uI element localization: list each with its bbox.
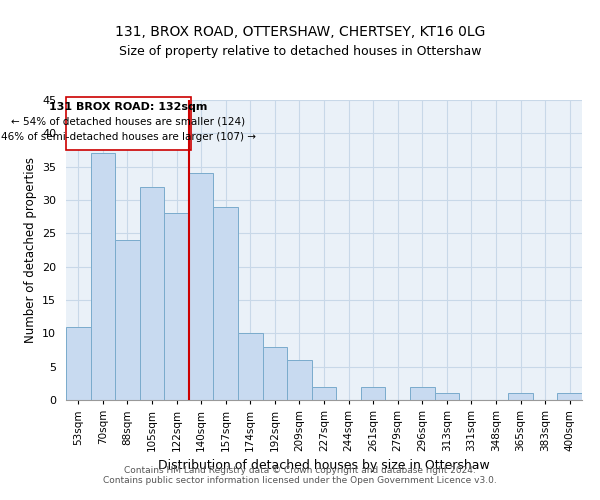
FancyBboxPatch shape [66,96,191,150]
X-axis label: Distribution of detached houses by size in Ottershaw: Distribution of detached houses by size … [158,460,490,472]
Bar [263,346,287,400]
Text: 131 BROX ROAD: 132sqm: 131 BROX ROAD: 132sqm [49,102,208,112]
Text: ← 54% of detached houses are smaller (124): ← 54% of detached houses are smaller (12… [11,116,245,126]
Text: 131, BROX ROAD, OTTERSHAW, CHERTSEY, KT16 0LG: 131, BROX ROAD, OTTERSHAW, CHERTSEY, KT1… [115,25,485,39]
Bar [508,394,533,400]
Bar [238,334,263,400]
Bar [287,360,312,400]
Bar [140,186,164,400]
Y-axis label: Number of detached properties: Number of detached properties [23,157,37,343]
Bar [91,154,115,400]
Bar [115,240,140,400]
Text: Contains HM Land Registry data © Crown copyright and database right 2024.
Contai: Contains HM Land Registry data © Crown c… [103,466,497,485]
Bar [214,206,238,400]
Bar [66,326,91,400]
Bar [557,394,582,400]
Bar [164,214,189,400]
Bar [189,174,214,400]
Bar [410,386,434,400]
Bar [361,386,385,400]
Bar [434,394,459,400]
Bar [312,386,336,400]
Text: 46% of semi-detached houses are larger (107) →: 46% of semi-detached houses are larger (… [1,132,256,141]
Text: Size of property relative to detached houses in Ottershaw: Size of property relative to detached ho… [119,45,481,58]
